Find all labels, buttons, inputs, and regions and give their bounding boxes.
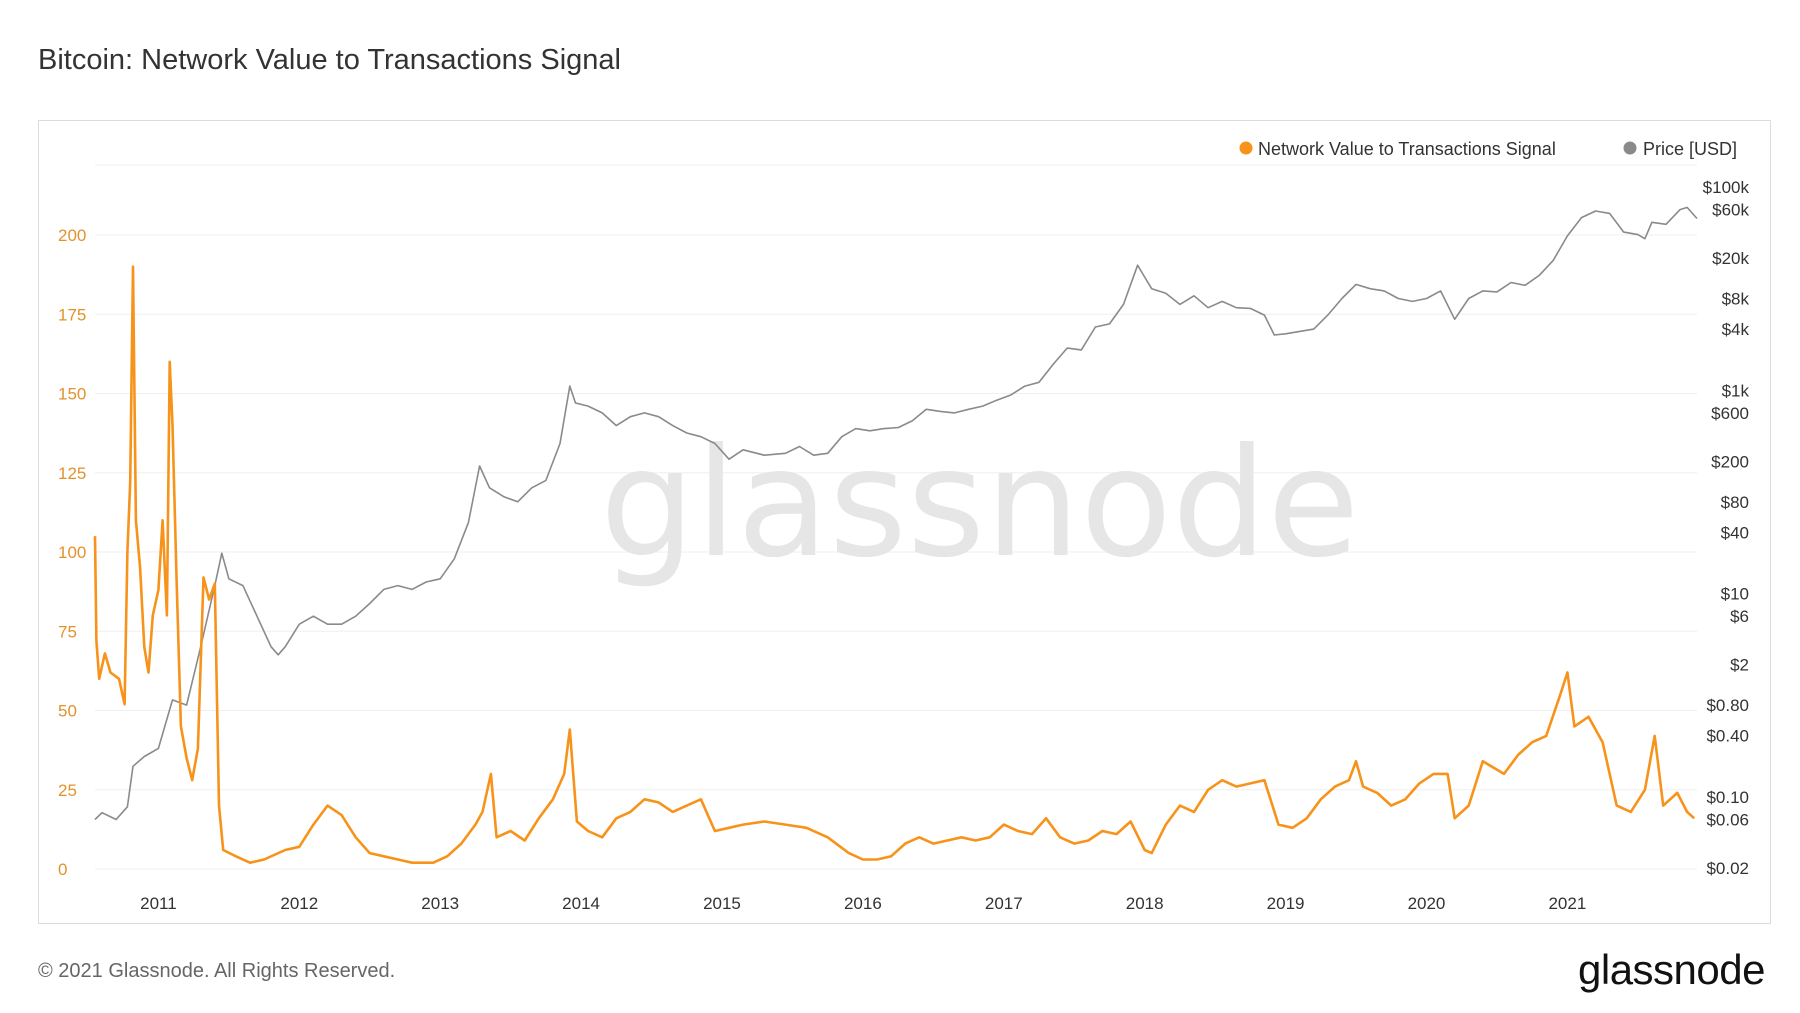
right-tick-label: $0.40 — [1706, 727, 1749, 746]
chart-frame — [38, 120, 1771, 924]
right-tick-label: $40 — [1721, 523, 1749, 542]
right-tick-label: $100k — [1703, 178, 1750, 197]
gridlines — [95, 164, 1697, 870]
right-tick-label: $0.02 — [1706, 859, 1749, 878]
right-tick-label: $200 — [1711, 452, 1749, 471]
legend-nvts-label[interactable]: Network Value to Transactions Signal — [1258, 139, 1556, 159]
right-tick-label: $0.06 — [1706, 810, 1749, 829]
x-tick-label: 2014 — [562, 894, 600, 913]
x-tick-label: 2015 — [703, 894, 741, 913]
right-tick-label: $4k — [1722, 320, 1750, 339]
price-series-line — [94, 206, 1698, 821]
x-tick-label: 2012 — [280, 894, 318, 913]
nvts-series-line — [93, 265, 1696, 864]
x-tick-label: 2018 — [1126, 894, 1164, 913]
left-tick-label: 100 — [58, 543, 86, 562]
x-tick-label: 2021 — [1548, 894, 1586, 913]
right-tick-label: $80 — [1721, 493, 1749, 512]
left-tick-label: 25 — [58, 781, 77, 800]
x-tick-label: 2016 — [844, 894, 882, 913]
right-tick-label: $8k — [1722, 290, 1750, 309]
right-tick-label: $2 — [1730, 656, 1749, 675]
right-tick-label: $10 — [1721, 585, 1749, 604]
glassnode-logo: glassnode — [1578, 946, 1765, 993]
legend-nvts-marker — [1239, 141, 1253, 155]
left-axis-ticks: 0 25 50 75 100 125 150 175 200 — [58, 226, 86, 879]
left-tick-label: 200 — [58, 226, 86, 245]
legend-price-marker — [1623, 141, 1637, 155]
right-tick-label: $0.10 — [1706, 788, 1749, 807]
x-axis-ticks: 2011 2012 2013 2014 2015 2016 2017 2018 2019 2020… — [140, 894, 1586, 913]
legend-price-label[interactable]: Price [USD] — [1643, 139, 1737, 159]
left-tick-label: 50 — [58, 702, 77, 721]
left-tick-label: 75 — [58, 622, 77, 641]
x-tick-label: 2013 — [421, 894, 459, 913]
legend: Network Value to Transactions Signal Pri… — [1239, 139, 1737, 159]
right-tick-label: $600 — [1711, 404, 1749, 423]
price-layer — [94, 206, 1698, 821]
right-tick-label: $0.80 — [1706, 696, 1749, 715]
right-axis-ticks: $0.02 $0.06 $0.10 $0.40 $0.80 $2 $6 $10 $40 $80 $2… — [1703, 178, 1750, 878]
x-tick-label: 2020 — [1408, 894, 1446, 913]
left-tick-label: 150 — [58, 385, 86, 404]
x-tick-label: 2019 — [1267, 894, 1305, 913]
left-tick-label: 175 — [58, 305, 86, 324]
right-tick-label: $60k — [1712, 201, 1749, 220]
x-tick-label: 2017 — [985, 894, 1023, 913]
nvts-layer — [93, 265, 1696, 864]
x-tick-label: 2011 — [140, 894, 177, 913]
left-tick-label: 125 — [58, 464, 86, 483]
right-tick-label: $20k — [1712, 249, 1749, 268]
watermark: glassnode — [600, 417, 1359, 591]
left-tick-label: 0 — [58, 860, 67, 879]
right-tick-label: $1k — [1722, 381, 1750, 400]
chart-title: Bitcoin: Network Value to Transactions S… — [38, 44, 621, 76]
right-tick-label: $6 — [1730, 607, 1749, 626]
copyright-footer: © 2021 Glassnode. All Rights Reserved. — [38, 960, 396, 982]
